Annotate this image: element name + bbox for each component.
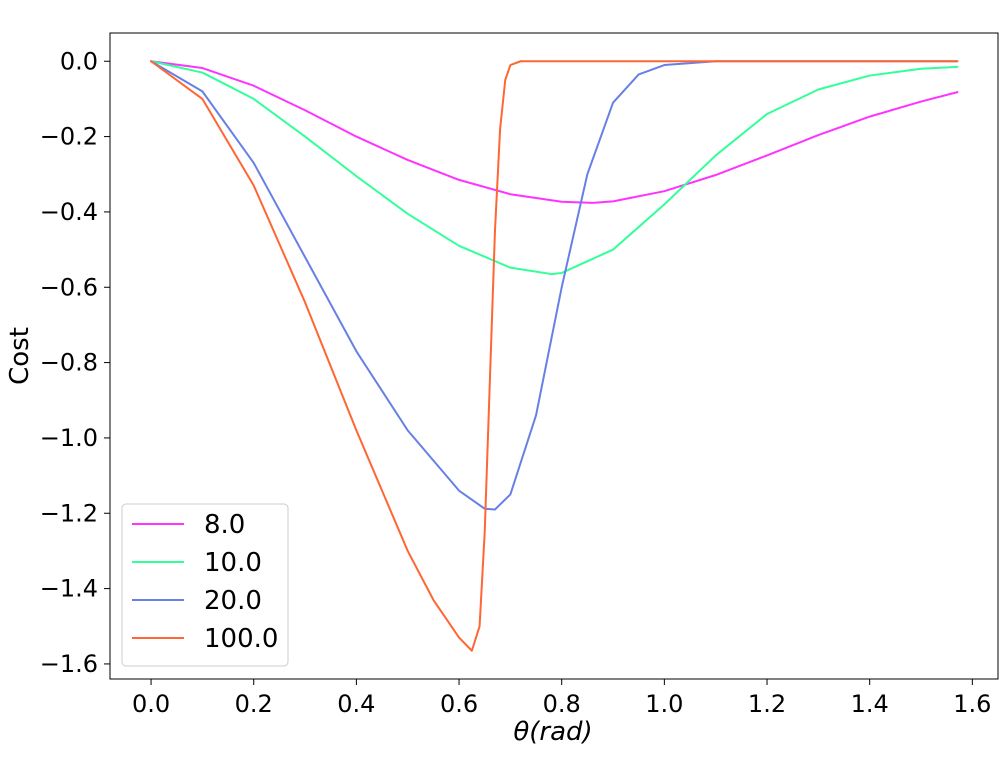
x-tick-label: 0.6 <box>440 690 478 718</box>
y-tick-label: −1.2 <box>40 499 98 527</box>
legend-entries: 8.0 10.0 20.0 100.0 <box>132 510 278 654</box>
y-axis-ticks: 0.0 −0.2 −0.4 −0.6 −0.8 −1.0 −1.2 −1.4 −1.6 <box>40 47 110 678</box>
y-tick-label: 0.0 <box>60 47 98 75</box>
legend-label: 20.0 <box>204 586 262 616</box>
legend-box <box>121 503 289 667</box>
legend-label: 8.0 <box>204 510 245 540</box>
x-tick-label: 1.4 <box>851 690 889 718</box>
x-tick-label: 1.0 <box>645 690 683 718</box>
y-tick-label: −1.0 <box>40 424 98 452</box>
x-tick-label: 1.2 <box>748 690 786 718</box>
series-line-8-0 <box>150 60 959 204</box>
x-tick-label: 0.2 <box>235 690 273 718</box>
series-layer <box>150 60 959 652</box>
y-tick-label: −0.6 <box>40 273 98 301</box>
legend-label: 100.0 <box>204 624 278 654</box>
series-line-10-0 <box>150 60 959 276</box>
x-tick-label: 1.6 <box>953 690 991 718</box>
y-tick-label: −1.4 <box>40 575 98 603</box>
y-tick-label: −1.6 <box>40 650 98 678</box>
legend: 8.0 10.0 20.0 100.0 <box>121 503 289 667</box>
series-line-100-0 <box>150 60 959 652</box>
y-tick-label: −0.4 <box>40 198 98 226</box>
x-axis-label: θ(rad) <box>513 717 592 747</box>
y-tick-label: −0.8 <box>40 349 98 377</box>
x-tick-label: 0.4 <box>337 690 375 718</box>
y-axis-label: Cost <box>5 327 35 385</box>
x-axis-ticks: 0.0 0.2 0.4 0.6 0.8 1.0 1.2 1.4 1.6 <box>132 679 991 718</box>
legend-label: 10.0 <box>204 548 262 578</box>
x-tick-label: 0.0 <box>132 690 170 718</box>
y-tick-label: −0.2 <box>40 123 98 151</box>
x-tick-label: 0.8 <box>543 690 581 718</box>
